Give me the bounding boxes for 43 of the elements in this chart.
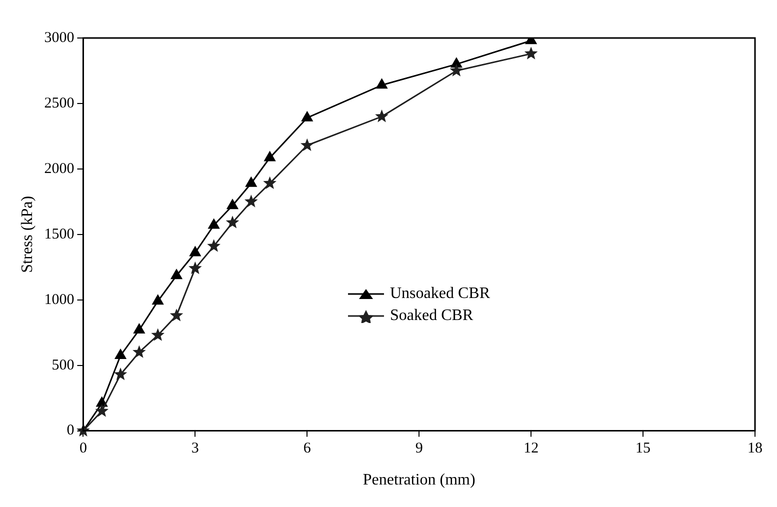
point	[208, 218, 220, 229]
y-tick-label: 1500	[44, 226, 74, 242]
x-tick-label: 3	[191, 440, 199, 457]
point	[114, 349, 126, 360]
x-tick-label: 15	[636, 440, 651, 457]
x-tick-label: 12	[524, 440, 539, 457]
point	[263, 176, 276, 189]
point	[226, 216, 240, 228]
x-tick-label: 0	[79, 440, 87, 457]
point	[151, 328, 164, 341]
point	[226, 199, 238, 210]
point	[95, 404, 109, 417]
point	[301, 111, 313, 122]
point	[300, 138, 314, 152]
point	[133, 323, 145, 334]
point	[170, 269, 182, 280]
x-tick-label: 18	[748, 440, 762, 457]
y-tick-label: 2500	[44, 95, 74, 112]
point	[245, 176, 257, 187]
x-axis-title: Penetration (mm)	[362, 472, 476, 489]
x-tick-label: 6	[303, 440, 312, 457]
point	[132, 345, 146, 358]
point	[450, 64, 464, 76]
y-tick-label: 0	[66, 422, 74, 439]
y-tick-label: 1000	[44, 292, 74, 308]
point	[207, 239, 220, 252]
y-tick-label: 3000	[44, 30, 74, 46]
point	[170, 308, 184, 322]
legend-label: Soaked CBR	[390, 306, 474, 326]
x-tick-label: 9	[415, 440, 423, 457]
point	[189, 246, 201, 256]
y-tick-label: 2000	[44, 160, 74, 177]
y-axis-title: Stress (kPa)	[18, 196, 36, 273]
point	[375, 110, 388, 122]
point	[244, 194, 258, 208]
point	[264, 151, 276, 162]
legend-label: Unsoaked CBR	[390, 284, 490, 304]
point	[188, 261, 202, 274]
y-tick-label: 500	[52, 357, 74, 374]
point	[152, 294, 164, 305]
point	[376, 78, 388, 89]
point	[114, 368, 128, 380]
point	[524, 46, 538, 60]
